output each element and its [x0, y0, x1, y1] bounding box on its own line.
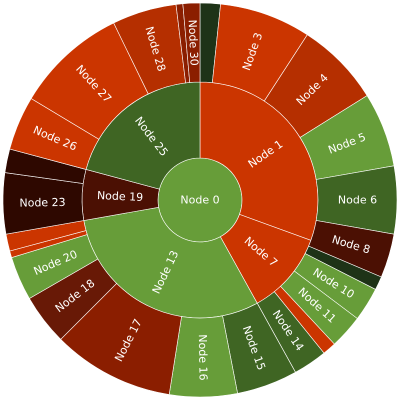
label-node-16: Node 16	[196, 334, 210, 380]
segment-node-30[interactable]	[182, 2, 201, 83]
label-node-23: Node 23	[19, 196, 65, 210]
label-node-19: Node 19	[97, 189, 144, 204]
label-node-30: Node 30	[186, 19, 201, 66]
label-node-0: Node 0	[180, 194, 219, 207]
label-node-6: Node 6	[338, 194, 377, 207]
